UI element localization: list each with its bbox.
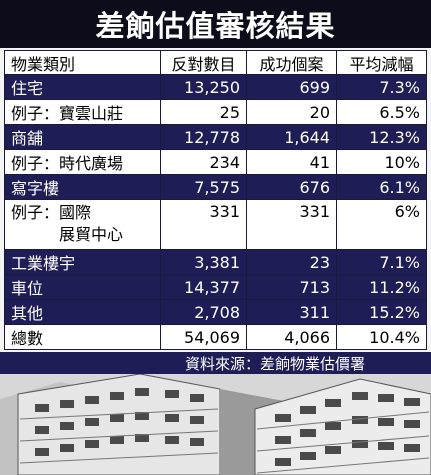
cell-objections: 14,377 <box>161 275 247 299</box>
table-row: 商舖 12,778 1,644 12.3% <box>4 125 427 150</box>
column-header-objections: 反對數目 <box>161 51 247 74</box>
cell-successful: 41 <box>247 150 337 174</box>
table-row: 車位 14,377 713 11.2% <box>4 275 427 300</box>
cell-category: 例子：國際 展貿中心 <box>4 200 161 249</box>
cell-category: 例子：寶雲山莊 <box>4 100 161 124</box>
cell-avg-reduction: 7.1% <box>337 250 427 274</box>
table-row: 例子：時代廣場 234 41 10% <box>4 150 427 175</box>
cell-avg-reduction: 6% <box>337 200 427 249</box>
cell-objections: 7,575 <box>161 175 247 199</box>
cell-successful: 1,644 <box>247 125 337 149</box>
cell-avg-reduction: 12.3% <box>337 125 427 149</box>
source-note: 資料來源：差餉物業估價署 <box>0 352 431 374</box>
cell-category: 其他 <box>4 300 161 324</box>
table-row: 例子：寶雲山莊 25 20 6.5% <box>4 100 427 125</box>
cell-successful: 23 <box>247 250 337 274</box>
cell-successful: 713 <box>247 275 337 299</box>
cell-objections: 12,778 <box>161 125 247 149</box>
cell-avg-reduction: 6.5% <box>337 100 427 124</box>
cell-avg-reduction: 10.4% <box>337 325 427 349</box>
cell-successful: 20 <box>247 100 337 124</box>
table-body: 住宅 13,250 699 7.3% 例子：寶雲山莊 25 20 6.5% 商舖 12,778 1,… <box>4 75 427 350</box>
cell-category: 寫字樓 <box>4 175 161 199</box>
cell-successful: 331 <box>247 200 337 249</box>
results-table: 物業類別 反對數目 成功個案 平均減幅 住宅 13,250 699 7.3% 例子：寶雲… <box>4 50 427 350</box>
table-row: 其他 2,708 311 15.2% <box>4 300 427 325</box>
title-bar: 差餉估值審核結果 <box>0 0 431 48</box>
cell-objections: 234 <box>161 150 247 174</box>
cell-objections: 13,250 <box>161 75 247 99</box>
table-header-row: 物業類別 反對數目 成功個案 平均減幅 <box>4 50 427 75</box>
cell-avg-reduction: 10% <box>337 150 427 174</box>
cell-category: 總數 <box>4 325 161 349</box>
cell-category: 車位 <box>4 275 161 299</box>
table-row: 住宅 13,250 699 7.3% <box>4 75 427 100</box>
page-title: 差餉估值審核結果 <box>95 9 336 43</box>
cell-objections: 2,708 <box>161 300 247 324</box>
cell-objections: 25 <box>161 100 247 124</box>
table-row: 工業樓宇 3,381 23 7.1% <box>4 250 427 275</box>
cell-objections: 3,381 <box>161 250 247 274</box>
column-header-successful: 成功個案 <box>247 51 337 74</box>
cell-successful: 311 <box>247 300 337 324</box>
cell-successful: 699 <box>247 75 337 99</box>
table-row: 總數 54,069 4,066 10.4% <box>4 325 427 350</box>
buildings-illustration <box>0 374 431 475</box>
table-row: 例子：國際 展貿中心 331 331 6% <box>4 200 427 250</box>
cell-category: 商舖 <box>4 125 161 149</box>
cell-successful: 4,066 <box>247 325 337 349</box>
column-header-avg-reduction: 平均減幅 <box>337 51 427 74</box>
cell-objections: 331 <box>161 200 247 249</box>
cell-objections: 54,069 <box>161 325 247 349</box>
cell-category: 例子：時代廣場 <box>4 150 161 174</box>
cell-avg-reduction: 11.2% <box>337 275 427 299</box>
cell-avg-reduction: 15.2% <box>337 300 427 324</box>
column-header-category: 物業類別 <box>4 51 161 74</box>
cell-successful: 676 <box>247 175 337 199</box>
cell-avg-reduction: 7.3% <box>337 75 427 99</box>
table-row: 寫字樓 7,575 676 6.1% <box>4 175 427 200</box>
cell-category: 住宅 <box>4 75 161 99</box>
cell-avg-reduction: 6.1% <box>337 175 427 199</box>
cell-category: 工業樓宇 <box>4 250 161 274</box>
